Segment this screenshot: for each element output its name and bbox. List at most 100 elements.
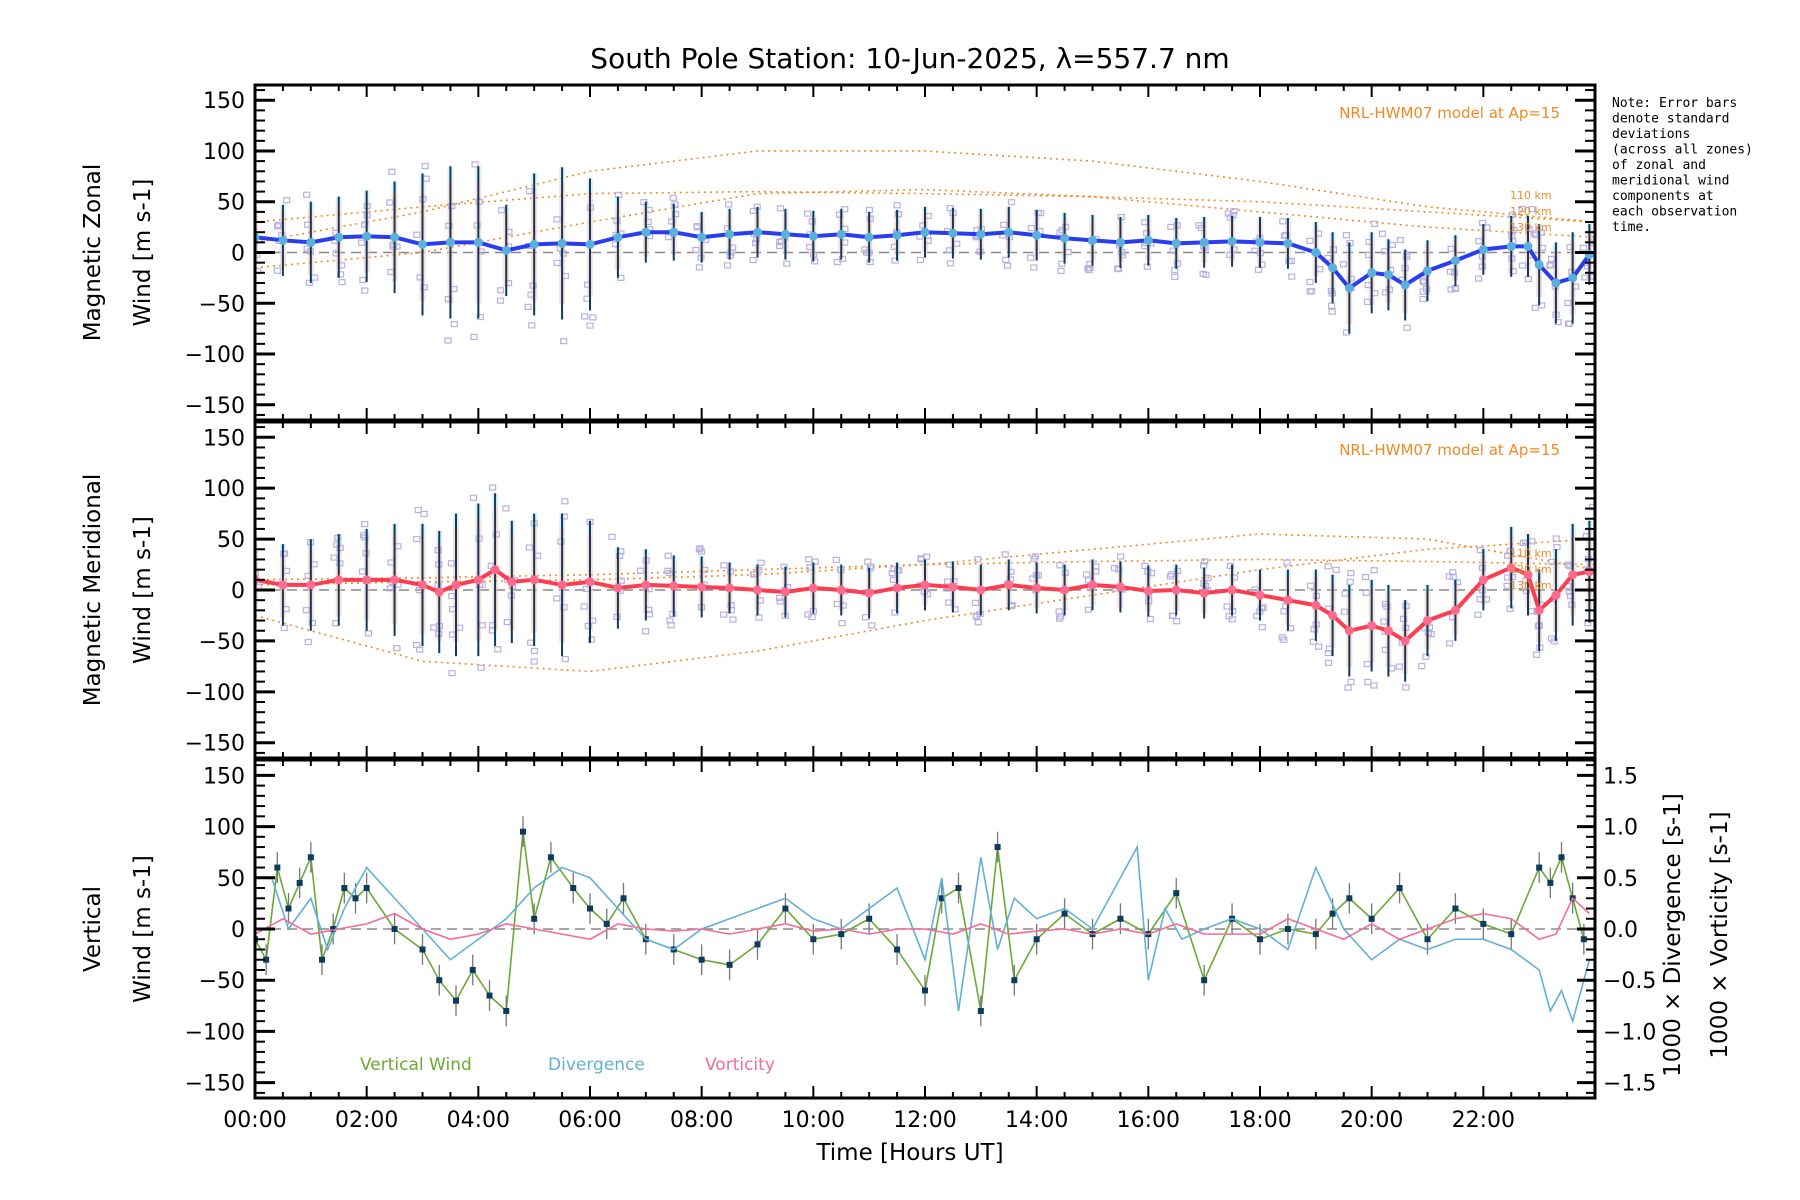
mean-wind-point <box>390 575 400 585</box>
zone-sample <box>1224 210 1232 217</box>
zone-sample <box>1579 244 1588 251</box>
mean-wind-point <box>1227 585 1237 595</box>
zone-sample <box>492 531 500 538</box>
vertical-wind-point <box>391 926 398 932</box>
y2-axis-title-divergence: 1000 × Divergence [s-1] <box>1660 793 1686 1077</box>
mean-wind-point <box>1255 590 1265 600</box>
zone-sample <box>421 162 429 170</box>
mean-wind-point <box>362 231 372 241</box>
zone-sample <box>1027 254 1035 261</box>
zone-sample <box>1324 563 1332 570</box>
zone-sample <box>757 559 765 566</box>
zone-sample <box>664 552 672 559</box>
legend-vorticity: Vorticity <box>705 1055 775 1075</box>
plot-area <box>247 484 1595 691</box>
zone-sample <box>971 599 980 606</box>
zone-sample <box>1378 230 1387 237</box>
zone-sample <box>1288 273 1296 280</box>
y-tick-label: −100 <box>185 1020 245 1045</box>
y-tick-label: 50 <box>217 528 245 553</box>
zone-sample <box>1226 562 1234 569</box>
zone-sample <box>448 593 456 600</box>
mean-wind-point <box>473 575 483 585</box>
vertical-wind-point <box>352 895 359 902</box>
zone-sample <box>247 548 253 553</box>
x-tick-labels: 00:00 02:00 04:00 06:00 08:00 10:00 12:00 14:00… <box>223 1108 1515 1133</box>
mean-wind-point <box>1506 241 1516 251</box>
zone-sample <box>1363 298 1372 306</box>
zone-sample <box>561 498 569 505</box>
model-label: NRL-HWM07 model at Ap=15 <box>1339 104 1560 122</box>
zone-sample <box>1474 275 1483 282</box>
mean-wind-point <box>1478 575 1488 585</box>
zone-sample <box>1362 589 1370 596</box>
y2-tick-label: 1.5 <box>1603 764 1638 789</box>
zone-sample <box>1522 588 1530 595</box>
vertical-wind-point <box>620 895 627 902</box>
zone-sample <box>613 217 621 224</box>
zone-sample <box>1146 615 1154 623</box>
zone-sample <box>557 538 565 545</box>
zone-sample <box>636 567 645 574</box>
zone-sample <box>1327 287 1335 295</box>
mean-wind-point <box>445 237 455 247</box>
mean-wind-point <box>529 239 539 249</box>
zone-sample <box>1475 238 1483 245</box>
zone-sample <box>1380 618 1388 625</box>
vertical-wind-point <box>1396 885 1403 892</box>
zone-sample <box>1169 612 1177 619</box>
zone-sample <box>838 620 846 627</box>
zone-sample <box>1327 302 1336 309</box>
vertical-wind-point <box>922 987 928 994</box>
mean-wind-point <box>976 585 986 595</box>
note-line: components at <box>1612 189 1714 204</box>
zone-sample <box>1553 544 1561 551</box>
zone-sample <box>615 552 624 560</box>
mean-wind-point <box>1004 227 1014 237</box>
mean-wind-point <box>1423 616 1432 626</box>
y-tick-label: −50 <box>199 969 245 994</box>
mean-wind-point <box>1283 238 1293 248</box>
zone-sample <box>434 547 442 554</box>
vertical-wind-point <box>1173 890 1180 897</box>
vertical-wind-point <box>1452 905 1459 912</box>
zone-sample <box>720 562 728 569</box>
zone-sample <box>1528 206 1536 213</box>
vertical-wind-point <box>1424 936 1431 943</box>
zone-sample <box>1346 578 1354 585</box>
zone-sample <box>477 664 485 671</box>
zone-sample <box>470 333 478 341</box>
vertical-wind-point <box>726 961 733 968</box>
vertical-wind-point <box>1508 931 1515 938</box>
zone-sample <box>783 260 791 267</box>
zone-sample <box>1474 611 1482 618</box>
mean-wind-point <box>1171 238 1181 248</box>
mean-wind-point <box>1088 580 1097 590</box>
vertical-wind-point <box>1117 915 1124 922</box>
zone-sample <box>1347 275 1355 282</box>
model-altitude-label: 110 km <box>1510 189 1552 202</box>
model-altitude-label: 130 km <box>1510 579 1552 592</box>
y-tick-label: 0 <box>231 918 245 943</box>
mean-wind-point <box>753 227 762 237</box>
zone-sample <box>692 246 700 254</box>
zone-sample <box>1324 659 1333 666</box>
mean-wind-point <box>557 580 567 590</box>
zone-sample <box>1027 225 1035 232</box>
zone-sample <box>1195 222 1203 229</box>
zone-sample <box>386 199 394 206</box>
zone-sample <box>274 223 282 230</box>
zone-sample <box>1418 662 1426 670</box>
mean-wind-point <box>1255 237 1265 247</box>
mean-wind-point <box>1032 230 1042 240</box>
zone-sample <box>450 321 458 328</box>
zone-sample <box>525 188 534 195</box>
zone-sample <box>1385 286 1394 293</box>
mean-wind-point <box>1328 263 1338 273</box>
zone-sample <box>866 258 874 266</box>
zone-sample <box>560 604 568 611</box>
y-tick-label: −150 <box>185 394 245 419</box>
zone-sample <box>528 322 536 329</box>
y-tick-label: 100 <box>203 816 245 841</box>
zone-sample <box>553 259 561 267</box>
